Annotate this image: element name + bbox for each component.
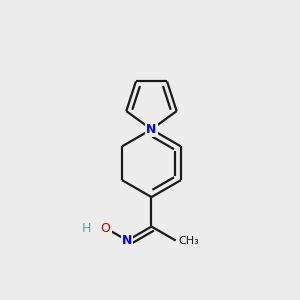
Text: N: N [122,234,132,247]
Text: O: O [100,221,110,235]
Text: N: N [146,123,157,136]
Text: H: H [82,221,91,235]
Text: CH₃: CH₃ [178,236,199,245]
